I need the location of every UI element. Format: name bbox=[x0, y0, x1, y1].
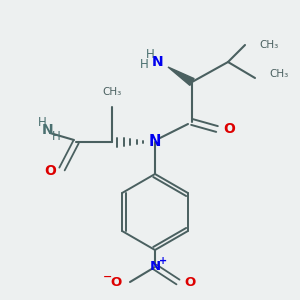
Text: CH₃: CH₃ bbox=[259, 40, 278, 50]
Text: +: + bbox=[159, 256, 167, 266]
Text: N: N bbox=[42, 123, 54, 137]
Text: O: O bbox=[184, 275, 196, 289]
Text: H: H bbox=[38, 116, 46, 128]
Text: H: H bbox=[146, 47, 154, 61]
Text: −: − bbox=[103, 272, 113, 282]
Text: H: H bbox=[52, 130, 60, 142]
Text: H: H bbox=[140, 58, 148, 70]
Text: N: N bbox=[149, 260, 161, 274]
Text: CH₃: CH₃ bbox=[269, 69, 288, 79]
Text: O: O bbox=[110, 275, 122, 289]
Text: O: O bbox=[223, 122, 235, 136]
Text: O: O bbox=[44, 164, 56, 178]
Polygon shape bbox=[168, 67, 194, 86]
Text: CH₃: CH₃ bbox=[102, 87, 122, 97]
Text: N: N bbox=[149, 134, 161, 149]
Text: N: N bbox=[152, 55, 164, 69]
